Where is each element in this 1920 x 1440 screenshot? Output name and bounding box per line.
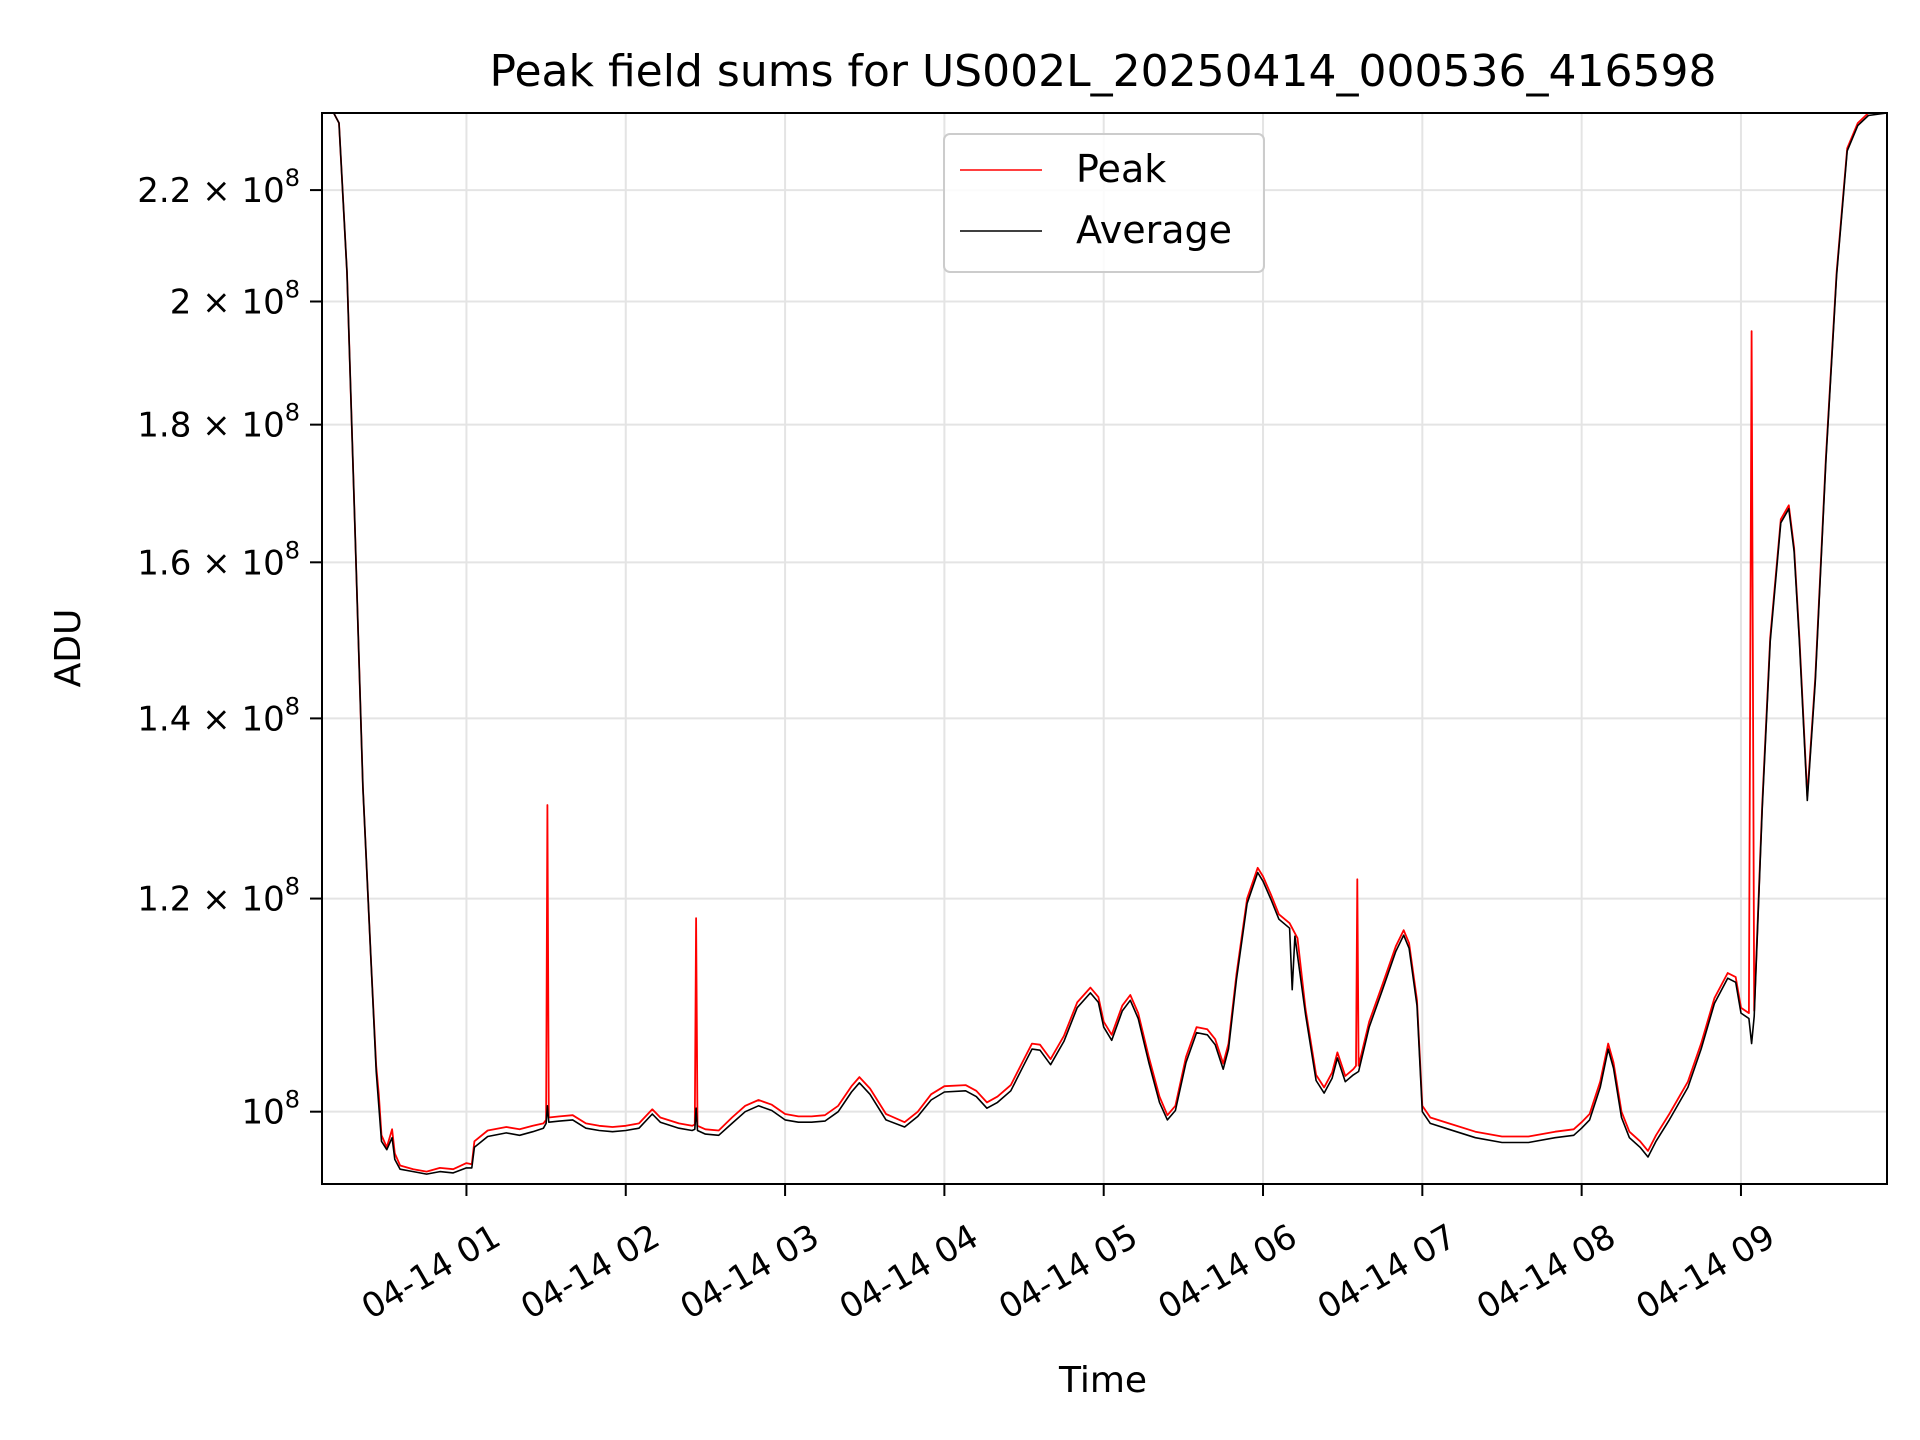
plot-area <box>322 113 1887 1175</box>
y-axis: 108 1.2 × 108 1.4 × 108 1.6 × 108 1.8 × 108 2… <box>137 164 322 1133</box>
y-tick-label: 1.2 × 108 <box>137 873 300 920</box>
y-tick-label: 2 × 108 <box>170 275 300 322</box>
y-tick-label: 1.4 × 108 <box>137 692 300 739</box>
legend-box <box>943 133 1265 273</box>
y-tick-label: 1.8 × 108 <box>137 399 300 446</box>
chart-title: Peak field sums for US002L_20250414_0005… <box>490 46 1717 97</box>
y-tick-label: 1.6 × 108 <box>137 536 300 583</box>
grid <box>322 113 1887 1184</box>
series-line-average <box>322 113 1887 1175</box>
legend-label-peak: Peak <box>1076 147 1166 191</box>
legend-label-average: Average <box>1076 208 1232 252</box>
legend: Peak Average <box>943 133 1265 273</box>
y-axis-label: ADU <box>48 609 89 688</box>
x-axis-label: Time <box>1058 1360 1147 1401</box>
y-tick-label: 108 <box>241 1086 300 1133</box>
y-tick-label: 2.2 × 108 <box>137 164 300 211</box>
